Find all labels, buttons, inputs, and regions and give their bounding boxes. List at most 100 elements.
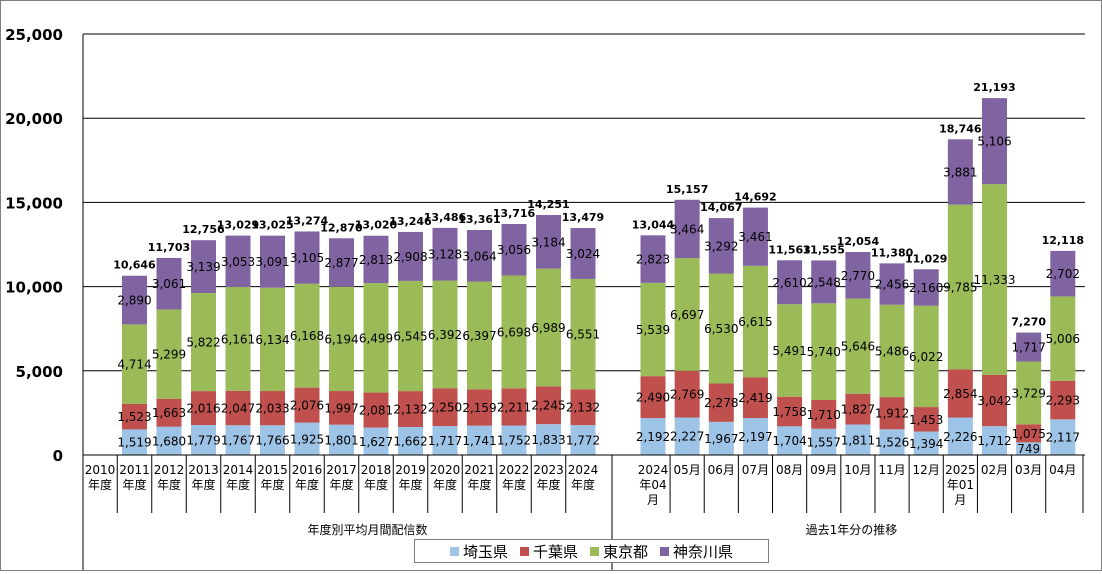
bar-segment (674, 199, 700, 259)
data-label: 1,394 (909, 437, 943, 451)
data-label: 1,925 (290, 432, 324, 446)
total-label: 13,486 (424, 211, 467, 224)
x-tick-label: 06月 (708, 463, 735, 477)
bar-segment (913, 269, 939, 306)
total-label: 14,067 (700, 201, 742, 214)
data-label: 2,877 (324, 256, 358, 270)
x-tick-label: 2020 年度 (430, 463, 461, 492)
data-label: 2,033 (255, 402, 289, 416)
y-tick-label: 5,000 (16, 363, 63, 381)
bar-segment (845, 393, 871, 425)
data-label: 3,139 (186, 260, 220, 274)
data-label: 3,881 (943, 165, 977, 179)
bar-segment (640, 282, 666, 377)
x-tick-label: 10月 (844, 463, 871, 477)
bar-segment (1016, 424, 1042, 443)
bar-segment (363, 392, 389, 428)
data-label: 2,610 (772, 276, 806, 290)
bar-segment (398, 280, 423, 392)
bar-segment (879, 429, 905, 455)
bar-segment (879, 397, 905, 430)
data-label: 2,769 (670, 388, 704, 402)
data-label: 2,227 (670, 430, 704, 444)
data-label: 2,702 (1046, 267, 1080, 281)
legend-item: 東京都 (590, 541, 648, 562)
data-label: 2,192 (636, 430, 670, 444)
x-tick-label: 11月 (878, 463, 905, 477)
data-label: 6,499 (359, 331, 393, 345)
bar-segment (156, 398, 182, 427)
bar-segment (122, 403, 147, 430)
legend-item: 神奈川県 (660, 541, 733, 562)
bar-segment (467, 389, 492, 426)
data-label: 6,194 (324, 332, 358, 346)
bar-segment (811, 303, 837, 400)
data-label: 2,770 (841, 269, 875, 283)
total-label: 11,563 (768, 243, 810, 256)
bar-segment (191, 391, 216, 426)
bar-segment (674, 417, 700, 455)
data-label: 2,823 (636, 253, 670, 267)
x-tick-label: 02月 (981, 463, 1008, 477)
data-label: 2,278 (704, 396, 738, 410)
data-label: 2,245 (531, 399, 565, 413)
data-label: 3,024 (566, 247, 600, 261)
data-label: 1,717 (428, 434, 462, 448)
bar-segment (329, 391, 354, 425)
data-label: 2,548 (807, 275, 841, 289)
data-label: 1,758 (772, 405, 806, 419)
bar-segment (501, 275, 527, 389)
bar-segment (570, 425, 596, 455)
data-label: 3,091 (255, 255, 289, 269)
bar-segment (879, 263, 905, 305)
bar-segment (674, 258, 700, 371)
total-label: 14,692 (734, 191, 776, 204)
total-label: 12,054 (837, 235, 880, 248)
bar-segment (879, 304, 905, 398)
data-label: 1,680 (152, 434, 186, 448)
data-label: 1,526 (875, 436, 909, 450)
bars (122, 98, 1076, 455)
bar-segment (570, 389, 596, 426)
data-label: 1,075 (1011, 427, 1045, 441)
data-label: 5,106 (977, 135, 1011, 149)
total-label: 10,646 (113, 259, 156, 272)
bar-segment (122, 429, 147, 455)
legend-swatch (449, 546, 459, 556)
data-label: 1,710 (807, 408, 841, 422)
x-tick-label: 09月 (810, 463, 837, 477)
total-label: 12,756 (182, 223, 225, 236)
data-label: 6,530 (704, 322, 738, 336)
bar-segment (156, 426, 182, 455)
bar-segment (260, 391, 285, 426)
bar-segment (329, 424, 354, 455)
data-label: 6,697 (670, 308, 704, 322)
bar-segment (329, 286, 354, 392)
data-label: 2,250 (428, 401, 462, 415)
x-tick-label: 04月 (1049, 463, 1076, 477)
legend-swatch (660, 546, 670, 556)
data-label: 2,132 (393, 403, 427, 417)
bar-segment (913, 305, 939, 408)
total-label: 13,044 (632, 218, 675, 231)
data-label: 2,293 (1046, 394, 1080, 408)
data-label: 2,159 (462, 401, 496, 415)
data-label: 2,456 (875, 278, 909, 292)
total-label: 7,270 (1011, 316, 1046, 329)
data-label: 3,464 (670, 222, 704, 236)
data-label: 5,299 (152, 348, 186, 362)
data-label: 5,646 (841, 340, 875, 354)
legend-label: 神奈川県 (673, 542, 734, 561)
data-label: 6,161 (221, 332, 255, 346)
data-label: 2,081 (359, 404, 393, 418)
data-label: 1,801 (324, 433, 358, 447)
bar-segment (708, 273, 734, 384)
data-label: 2,016 (186, 402, 220, 416)
data-label: 1,741 (462, 434, 496, 448)
bar-segment (708, 421, 734, 455)
x-tick-label: 03月 (1015, 463, 1042, 477)
legend: 埼玉県 千葉県 東京都 神奈川県 (414, 539, 769, 563)
total-label: 14,251 (527, 198, 569, 211)
bar-segment (1016, 361, 1042, 425)
